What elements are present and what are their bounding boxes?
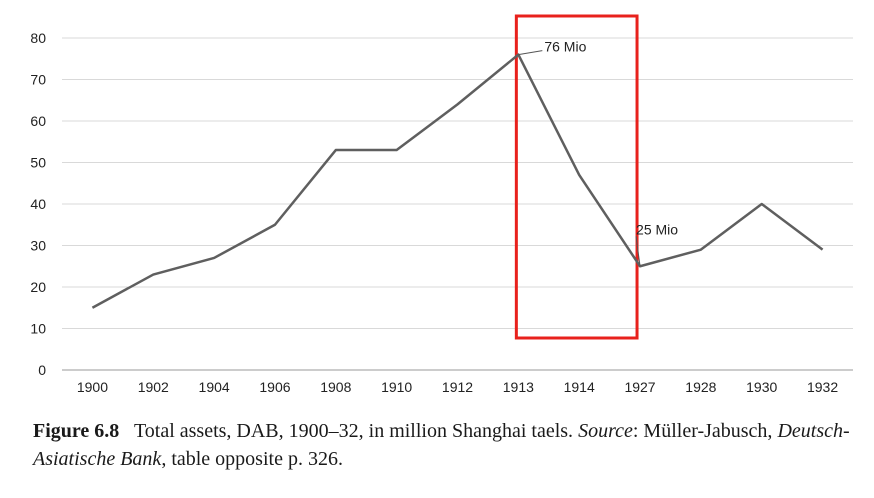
y-tick-label: 0 — [38, 362, 46, 378]
x-tick-label: 1908 — [320, 379, 351, 395]
highlight-box — [514, 14, 639, 340]
figure-label: Figure 6.8 — [33, 420, 120, 442]
annotation-label: 25 Mio — [636, 221, 678, 237]
annotation-label: 76 Mio — [544, 39, 586, 55]
y-tick-label: 10 — [30, 321, 46, 337]
x-tick-label: 1906 — [259, 379, 290, 395]
x-tick-label: 1928 — [685, 379, 716, 395]
source-label: Source — [578, 420, 633, 442]
source-rest: , table opposite p. 326. — [161, 448, 343, 470]
x-tick-label: 1914 — [564, 379, 595, 395]
gridlines — [62, 37, 853, 371]
x-tick-label: 1932 — [807, 379, 838, 395]
y-tick-label: 30 — [30, 238, 46, 254]
y-axis-ticks: 0 10 20 30 40 50 60 70 80 — [30, 30, 46, 378]
x-tick-label: 1930 — [746, 379, 777, 395]
figure-caption: Figure 6.8 Total assets, DAB, 1900–32, i… — [33, 417, 853, 473]
x-tick-label: 1913 — [503, 379, 534, 395]
source-title: Deutsch-Asiatische Bank — [33, 420, 850, 470]
y-tick-label: 40 — [30, 196, 46, 212]
x-tick-label: 1910 — [381, 379, 412, 395]
series-line — [91, 53, 824, 309]
x-axis-ticks: 1900 1902 1904 1906 1908 1910 1912 1913 1914 1927… — [77, 379, 839, 395]
y-tick-label: 60 — [30, 113, 46, 129]
annotation-leader — [635, 236, 641, 267]
y-tick-label: 20 — [30, 279, 46, 295]
caption-text: Total assets, DAB, 1900–32, in million S… — [133, 420, 574, 442]
x-tick-label: 1904 — [199, 379, 230, 395]
x-tick-label: 1912 — [442, 379, 473, 395]
y-tick-label: 70 — [30, 72, 46, 88]
x-tick-label: 1902 — [138, 379, 169, 395]
y-tick-label: 50 — [30, 155, 46, 171]
source-author: : Müller-Jabusch, — [632, 420, 773, 442]
y-tick-label: 80 — [30, 30, 46, 46]
annotation-leader — [518, 50, 543, 56]
annotations: 76 Mio 25 Mio — [518, 39, 678, 267]
x-tick-label: 1927 — [624, 379, 655, 395]
x-tick-label: 1900 — [77, 379, 108, 395]
